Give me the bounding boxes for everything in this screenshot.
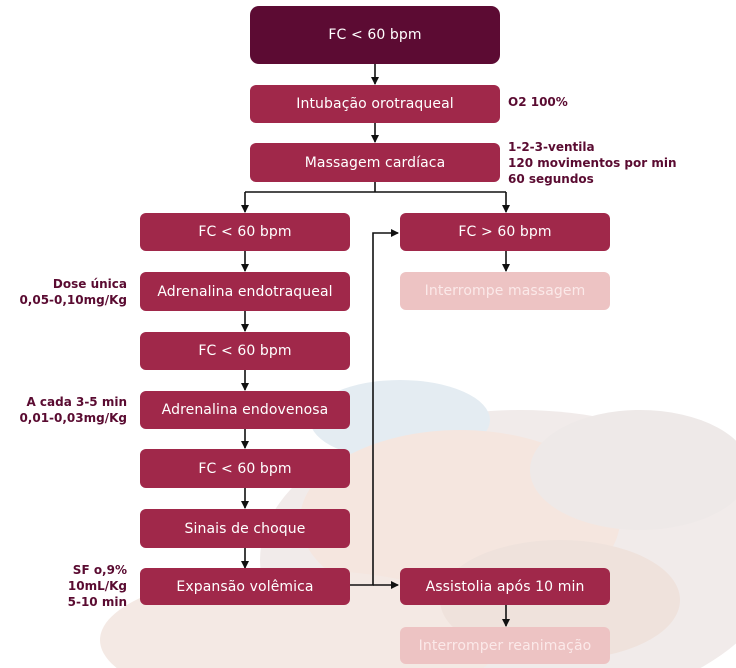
note-o2-line: O2 100% [508,95,568,109]
node-fc-low-1: FC < 60 bpm [140,213,350,251]
node-fc-high: FC > 60 bpm [400,213,610,251]
node-massagem: Massagem cardíaca [250,143,500,182]
arrow-expansao-to-fc-high [350,229,399,586]
note-dose-unica-line-1: Dose única [52,277,127,291]
note-sf: SF o,9% 10mL/Kg 5-10 min [68,562,127,610]
note-sf-line-2: 10mL/Kg [67,579,127,593]
note-a-cada-line-1: A cada 3-5 min [26,395,127,409]
note-sf-line-1: SF o,9% [72,563,127,577]
node-adrenalina-ev: Adrenalina endovenosa [140,391,350,429]
note-massagem: 1-2-3-ventila 120 movimentos por min 60 … [508,139,677,187]
note-massagem-line-2: 120 movimentos por min [508,156,677,170]
note-massagem-line-1: 1-2-3-ventila [508,140,595,154]
node-fc-low-3: FC < 60 bpm [140,449,350,488]
node-sinais-choque: Sinais de choque [140,509,350,548]
node-assistolia: Assistolia após 10 min [400,568,610,605]
node-interromper-reanimacao: Interromper reanimação [400,627,610,664]
node-fc-low-2: FC < 60 bpm [140,332,350,370]
note-sf-line-3: 5-10 min [67,595,127,609]
node-adrenalina-endo: Adrenalina endotraqueal [140,272,350,311]
branch-massagem [245,182,506,193]
note-a-cada-line-2: 0,01-0,03mg/Kg [19,411,127,425]
note-a-cada: A cada 3-5 min 0,01-0,03mg/Kg [19,394,127,426]
node-expansao: Expansão volêmica [140,568,350,605]
node-intubacao: Intubação orotraqueal [250,85,500,123]
node-interrompe-massagem: Interrompe massagem [400,272,610,310]
note-o2: O2 100% [508,94,568,110]
note-dose-unica-line-2: 0,05-0,10mg/Kg [19,293,127,307]
note-massagem-line-3: 60 segundos [508,172,594,186]
node-fc-start: FC < 60 bpm [250,6,500,64]
note-dose-unica: Dose única 0,05-0,10mg/Kg [19,276,127,308]
